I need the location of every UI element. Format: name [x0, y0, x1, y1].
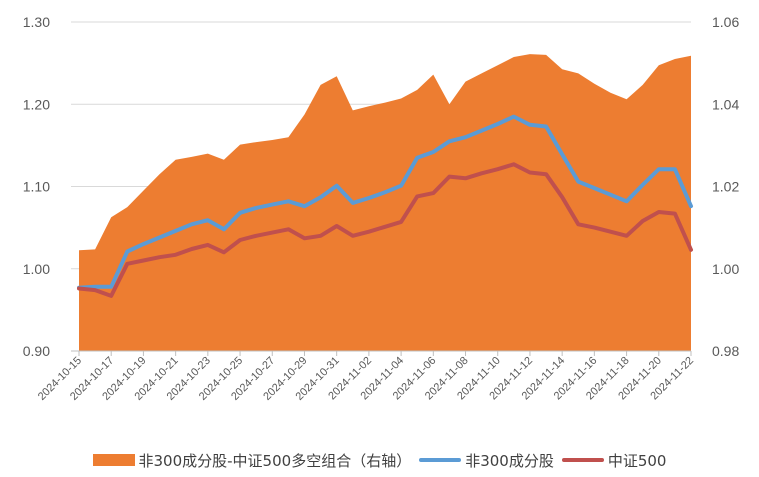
y-right-tick-label: 0.98: [712, 343, 739, 359]
y-right-tick-label: 1.04: [712, 96, 739, 112]
y-left-tick-label: 1.30: [23, 14, 50, 30]
series-area-long-short: [79, 54, 691, 351]
y-right-tick-label: 1.02: [712, 179, 739, 195]
legend-item-long-short: 非300成分股-中证500多空组合（右轴）: [92, 450, 412, 471]
legend-item-csi500: 中证500: [561, 450, 667, 471]
legend-label-non300: 非300成分股: [465, 451, 554, 470]
y-left-tick-label: 0.90: [23, 343, 50, 359]
y-right-tick-label: 1.00: [712, 261, 739, 277]
legend-item-non300: 非300成分股: [419, 450, 554, 471]
series-line-csi500: [77, 162, 693, 298]
y-right-tick-label: 1.06: [712, 14, 739, 30]
line-layer: [77, 114, 693, 298]
legend: 非300成分股-中证500多空组合（右轴） 非300成分股 中证500: [0, 448, 759, 472]
y-left-tick-label: 1.20: [23, 96, 50, 112]
chart-svg: 0.90 1.00 1.10 1.20 1.30 0.98 1.00 1.02 1.04 1.06…: [23, 14, 740, 403]
area-layer: [79, 54, 691, 351]
series-line-non300: [77, 114, 693, 290]
legend-label-csi500: 中证500: [607, 451, 667, 470]
legend-swatch-area: [92, 454, 135, 466]
legend-swatch-csi500: [561, 458, 604, 462]
legend-label-long-short: 非300成分股-中证500多空组合（右轴）: [138, 451, 412, 470]
y-left-tick-label: 1.00: [23, 261, 50, 277]
y-left-tick-label: 1.10: [23, 179, 50, 195]
legend-swatch-non300: [419, 458, 462, 462]
